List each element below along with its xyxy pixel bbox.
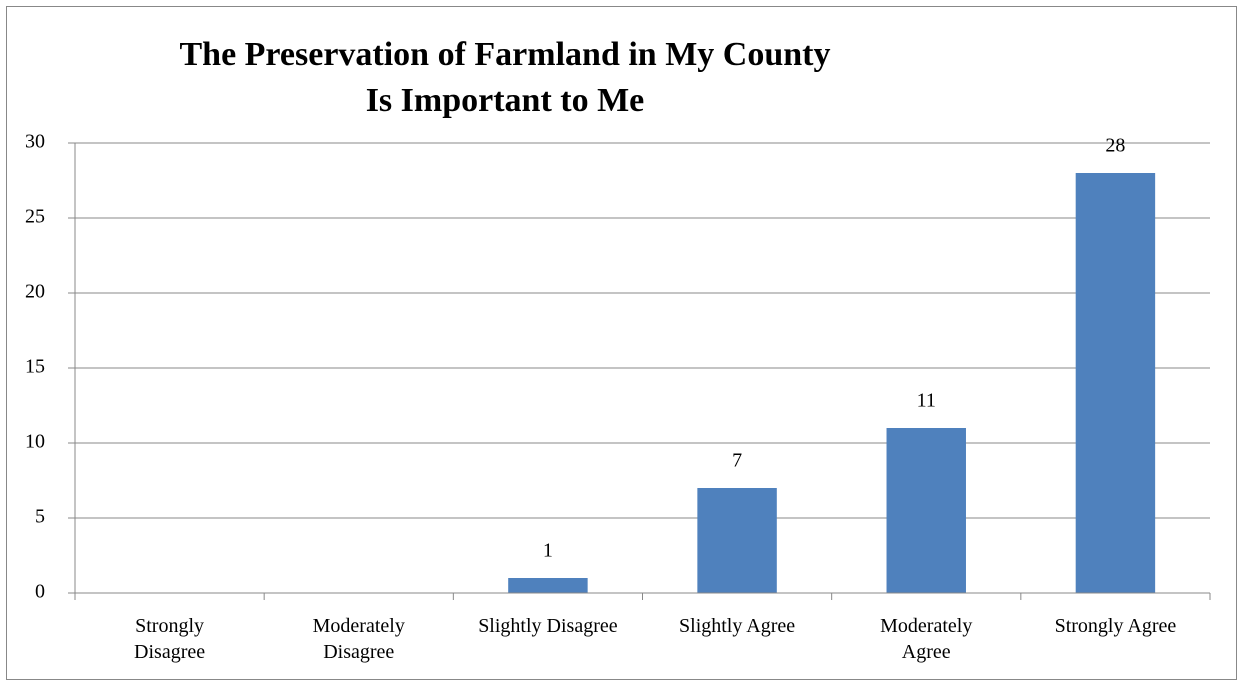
x-tick-label: Strongly Agree	[1054, 615, 1177, 637]
bar	[1075, 173, 1156, 593]
y-tick-label: 10	[25, 431, 45, 453]
y-tick-label: 25	[25, 206, 45, 228]
chart-title: The Preservation of Farmland in My Count…	[179, 36, 831, 119]
bar	[697, 488, 777, 593]
data-label: 1	[543, 540, 553, 562]
y-tick-label: 20	[25, 281, 45, 303]
data-label: 28	[1105, 135, 1125, 157]
bar	[886, 428, 966, 593]
data-label: 7	[732, 450, 742, 472]
chart-border	[6, 6, 1237, 680]
x-tick-label: Slightly Agree	[679, 615, 796, 637]
y-tick-label: 15	[25, 356, 45, 378]
y-tick-label: 0	[35, 581, 45, 603]
bar	[508, 578, 588, 593]
x-tick-label: Moderately Agree	[880, 615, 973, 663]
x-tick-label: Strongly Disagree	[134, 615, 206, 663]
data-label: 11	[917, 390, 936, 412]
x-tick-label: Slightly Disagree	[478, 615, 618, 637]
y-tick-label: 30	[25, 131, 45, 153]
x-tick-label: Moderately Disagree	[312, 615, 405, 663]
y-tick-label: 5	[35, 506, 45, 528]
